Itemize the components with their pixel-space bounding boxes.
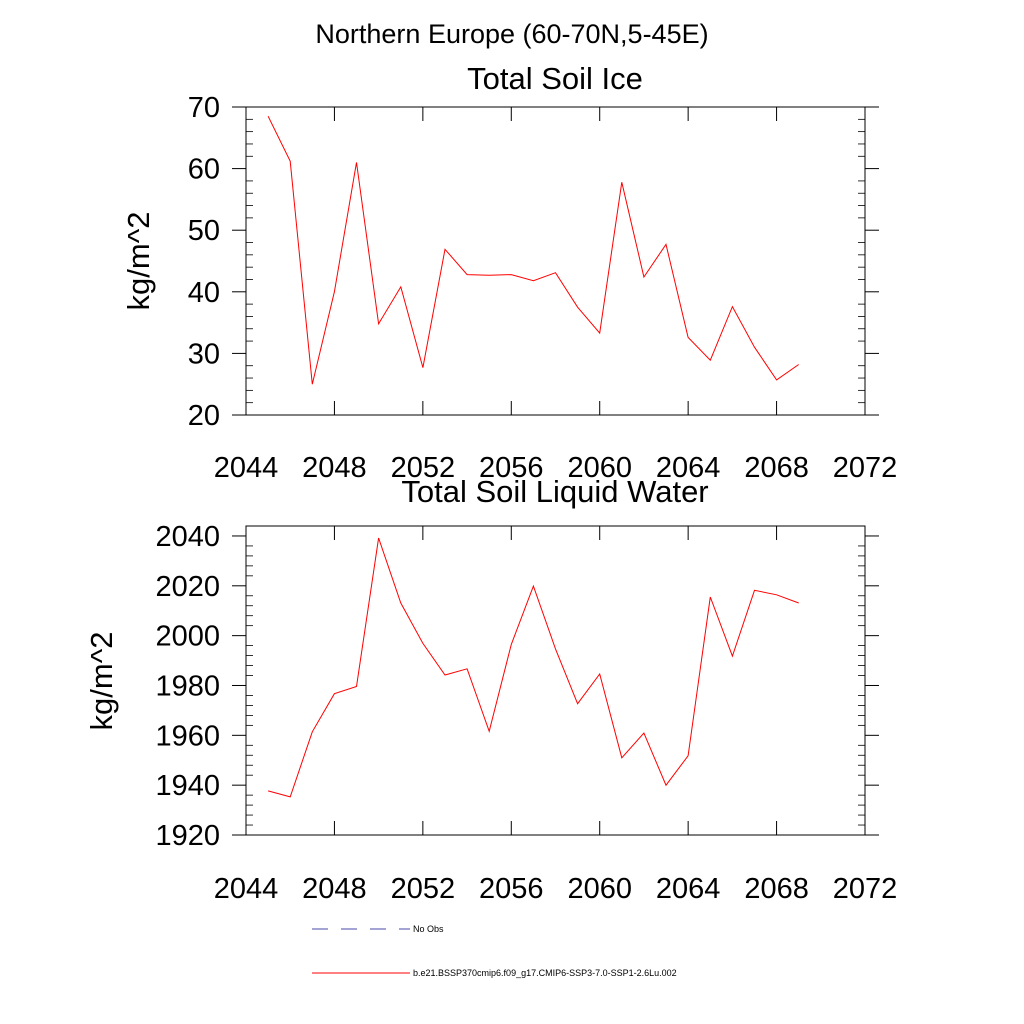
y-tick-label: 1920 [155,820,220,852]
x-tick-label: 2060 [567,452,632,484]
y-tick-label: 1980 [155,670,220,702]
y-tick-label: 2000 [155,621,220,653]
y-tick-label: 2040 [155,521,220,553]
y-axis-label: kg/m^2 [121,212,156,311]
x-tick-label: 2052 [391,873,456,905]
panel-title: Total Soil Ice [467,61,643,96]
x-tick-label: 2068 [744,452,809,484]
axis-ticks: 2044 2048 2052 2056 2060 2064 2068 2072 1920 1940… [155,521,897,905]
y-tick-label: 20 [188,400,220,432]
legend-label-model-run: b.e21.BSSP370cmip6.f09_g17.CMIP6-SSP3-7.… [413,968,677,978]
x-tick-label: 2064 [656,873,721,905]
y-axis-label: kg/m^2 [84,632,119,731]
x-tick-label: 2064 [656,452,721,484]
panel-soil-ice: Total Soil Ice kg/m^2 2044 2048 2052 2056 20… [121,61,897,484]
x-tick-label: 2060 [567,873,632,905]
series-group [267,115,799,385]
x-tick-label: 2044 [214,873,279,905]
x-tick-label: 2072 [833,452,898,484]
legend: No Obs b.e21.BSSP370cmip6.f09_g17.CMIP6-… [312,924,677,978]
legend-label-no-obs: No Obs [413,924,444,934]
x-tick-label: 2068 [744,873,809,905]
y-tick-label: 50 [188,215,220,247]
figure-suptitle: Northern Europe (60-70N,5-45E) [315,19,708,49]
x-tick-label: 2048 [302,873,367,905]
y-tick-label: 2020 [155,571,220,603]
series-line [267,115,799,385]
y-tick-label: 70 [188,92,220,124]
y-tick-label: 40 [188,277,220,309]
series-line [267,537,799,798]
x-tick-label: 2044 [214,452,279,484]
y-tick-label: 60 [188,154,220,186]
x-tick-label: 2048 [302,452,367,484]
plot-frame [245,525,866,836]
x-tick-label: 2052 [391,452,456,484]
y-tick-label: 30 [188,338,220,370]
x-tick-label: 2056 [479,452,544,484]
series-group [267,537,799,798]
panel-soil-liquid-water: Total Soil Liquid Water kg/m^2 2044 2048 2… [84,474,897,905]
panel-title: Total Soil Liquid Water [401,474,708,509]
x-tick-label: 2056 [479,873,544,905]
axis-ticks: 2044 2048 2052 2056 2060 2064 2068 2072 20 30 40 50… [188,92,898,484]
y-tick-label: 1940 [155,770,220,802]
x-tick-label: 2072 [833,873,898,905]
plot-frame [245,106,866,416]
y-tick-label: 1960 [155,720,220,752]
